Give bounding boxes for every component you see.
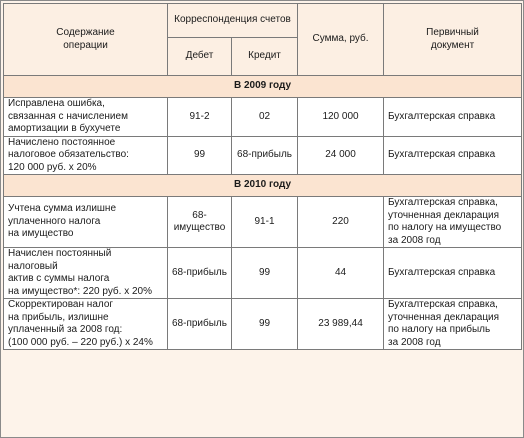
table-row: Скорректирован налог на прибыль, излишне… [3,298,523,350]
cell-credit: 91-1 [230,196,299,248]
table-row: Исправлена ошибка, связанная с начислени… [3,97,523,137]
header-content: Содержание операции [3,3,168,76]
year-label: В 2010 году [233,179,292,191]
debit-text: 68-прибыль [172,317,227,329]
cell-doc: Бухгалтерская справка [383,97,523,137]
year-label: В 2009 году [233,80,292,92]
header-credit: Кредит [230,37,299,76]
cell-sum: 120 000 [297,97,385,137]
content-text: Начислен постоянный налоговый актив с су… [8,248,153,297]
debit-text: 68- имущество [173,209,226,234]
header-doc-label: Первичный документ [426,27,479,51]
credit-text: 02 [258,110,271,122]
header-content-label: Содержание операции [56,27,115,51]
sum-text: 23 989,44 [318,317,363,329]
cell-content: Начислено постоянное налоговое обязатель… [3,135,168,175]
sum-text: 220 [332,215,349,227]
content-text: Начислено постоянное налоговое обязатель… [8,136,129,173]
doc-text: Бухгалтерская справка [388,266,496,278]
cell-content: Начислен постоянный налоговый актив с су… [3,247,168,299]
cell-content: Учтена сумма излишне уплаченного налога … [3,196,168,248]
year-row-2009: В 2009 году [2,75,523,98]
credit-text: 99 [258,317,271,329]
header-credit-label: Кредит [248,50,281,62]
cell-debit: 68- имущество [167,196,232,248]
doc-text: Бухгалтерская справка, уточненная деклар… [388,299,500,348]
sum-text: 24 000 [325,149,356,160]
cell-debit: 68-прибыль [167,298,232,350]
header-correspondence: Корреспонденция счетов [166,3,299,38]
cell-debit: 99 [167,135,232,175]
cell-content: Исправлена ошибка, связанная с начислени… [3,97,168,137]
credit-text: 91-1 [254,215,275,227]
year-cell: В 2010 году [2,174,523,197]
cell-credit: 99 [230,247,299,299]
content-text: Исправлена ошибка, связанная с начислени… [8,98,128,134]
accounting-entries-table: Содержание операции Корреспонденция счет… [2,3,523,350]
year-cell: В 2009 году [2,75,523,98]
table-row: Начислено постоянное налоговое обязатель… [3,135,523,175]
cell-sum: 23 989,44 [297,298,385,350]
credit-text: 68-прибыль [237,149,292,160]
sum-text: 120 000 [322,110,359,122]
table-row: Начислен постоянный налоговый актив с су… [3,247,523,299]
cell-debit: 91-2 [167,97,232,137]
cell-credit: 68-прибыль [230,135,299,175]
header-sum-label: Сумма, руб. [312,33,369,45]
cell-sum: 220 [297,196,385,248]
credit-text: 99 [258,266,271,278]
debit-text: 99 [193,149,206,160]
header-correspondence-label: Корреспонденция счетов [174,14,291,26]
header-doc: Первичный документ [383,3,523,76]
cell-doc: Бухгалтерская справка [383,135,523,175]
cell-credit: 02 [230,97,299,137]
cell-doc: Бухгалтерская справка [383,247,523,299]
cell-sum: 44 [297,247,385,299]
doc-text: Бухгалтерская справка [388,149,496,160]
debit-text: 91-2 [189,110,210,122]
content-text: Скорректирован налог на прибыль, излишне… [8,299,153,348]
cell-credit: 99 [230,298,299,350]
cell-debit: 68-прибыль [167,247,232,299]
cell-content: Скорректирован налог на прибыль, излишне… [3,298,168,350]
table-row: Учтена сумма излишне уплаченного налога … [3,196,523,248]
year-row-2010: В 2010 году [2,174,523,197]
cell-doc: Бухгалтерская справка, уточненная деклар… [383,196,523,248]
cell-sum: 24 000 [297,135,385,175]
doc-text: Бухгалтерская справка, уточненная деклар… [388,197,502,246]
cell-doc: Бухгалтерская справка, уточненная деклар… [383,298,523,350]
header-debit: Дебет [167,37,232,76]
doc-text: Бухгалтерская справка [388,110,496,122]
sum-text: 44 [334,266,347,278]
header-sum: Сумма, руб. [297,3,385,76]
content-text: Учтена сумма излишне уплаченного налога … [8,203,117,240]
debit-text: 68-прибыль [172,266,227,278]
header-debit-label: Дебет [185,50,214,62]
